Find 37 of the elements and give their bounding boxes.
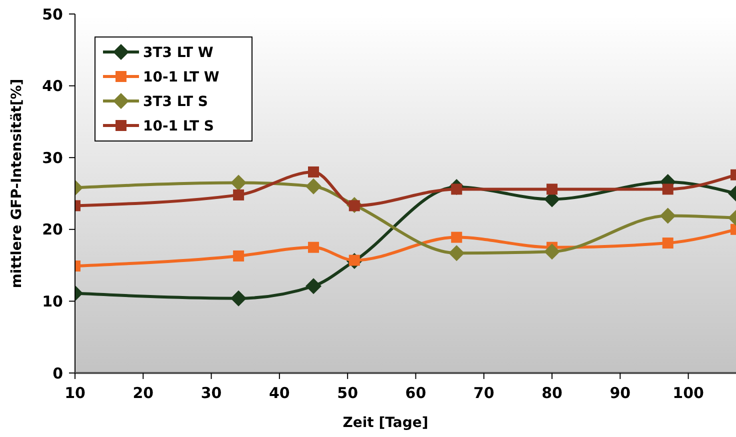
y-tick-label: 50 [42, 5, 63, 24]
legend-label: 3T3 LT S [143, 94, 208, 110]
x-tick-label: 20 [132, 384, 154, 402]
x-axis-title: Zeit [Tage] [342, 415, 428, 431]
x-tick-label: 80 [542, 384, 562, 402]
point [308, 166, 320, 178]
legend-label: 10-1 LT W [143, 69, 220, 86]
point [308, 242, 320, 253]
y-axis-title: mittlere GFP-Intensität[%] [9, 78, 25, 288]
point [448, 245, 465, 262]
x-tick-label: 40 [268, 384, 290, 402]
legend-label: 10-1 LT S [143, 118, 214, 134]
x-tick-label: 100 [672, 384, 704, 402]
point [546, 184, 558, 195]
point [233, 250, 244, 262]
point [451, 232, 462, 243]
y-tick-label: 20 [42, 220, 63, 239]
point [544, 244, 560, 260]
legend-label: 3T3 LT W [143, 44, 214, 61]
point [230, 174, 247, 191]
y-tick-label: 40 [42, 77, 63, 96]
x-tick-label: 90 [610, 384, 631, 402]
point [662, 238, 674, 249]
point [306, 278, 322, 294]
y-tick-label: 30 [42, 148, 63, 167]
y-tick-label: 10 [42, 292, 63, 310]
x-tick-label: 70 [473, 384, 494, 402]
point [662, 184, 674, 195]
point [306, 178, 322, 194]
x-tick-label: 50 [337, 384, 358, 402]
x-tick-label: 30 [200, 384, 222, 402]
y-tick-label: 0 [52, 364, 63, 382]
x-tick-label: 60 [405, 384, 426, 402]
point [233, 189, 244, 200]
point [660, 208, 676, 224]
x-tick-label: 10 [64, 384, 86, 402]
point [230, 290, 247, 306]
